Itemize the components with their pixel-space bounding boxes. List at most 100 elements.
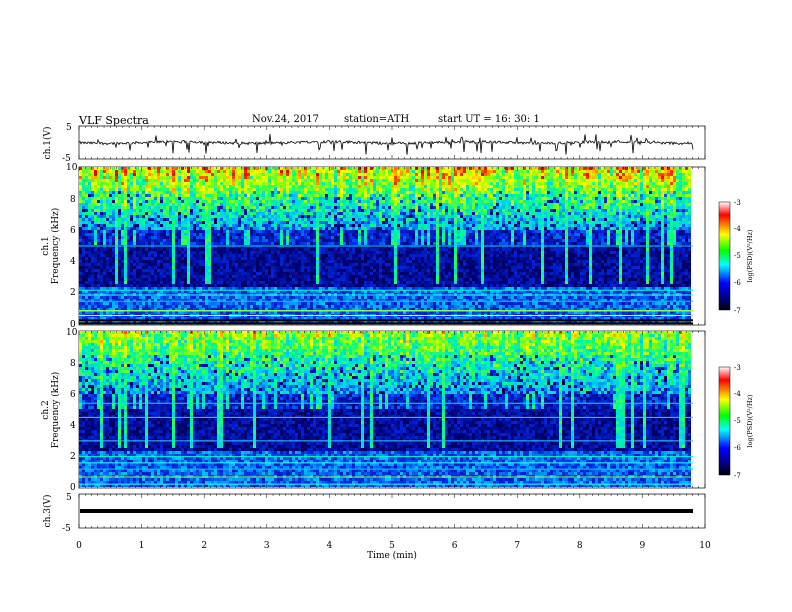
spectrogram-cell (352, 188, 355, 191)
spectrogram-cell (499, 194, 502, 197)
spectrogram-cell (610, 203, 613, 206)
spectrogram-cell (559, 212, 562, 215)
spectrogram-cell (619, 188, 622, 191)
spectrogram-cell (559, 227, 562, 230)
spectrogram-cell (148, 233, 151, 236)
spectrogram-cell (508, 173, 511, 176)
spectrogram-cell (304, 221, 307, 224)
spectrogram-cell (490, 167, 493, 170)
spectrogram-cell (196, 194, 199, 197)
spectrogram-cell (499, 230, 502, 233)
spectrogram-cell (544, 212, 547, 215)
spectrogram-cell (418, 197, 421, 200)
spectrogram-cell (535, 185, 538, 188)
spectrogram-cell (640, 167, 643, 170)
spectrogram-cell (376, 197, 379, 200)
spectrogram-cell (454, 212, 457, 215)
spectrogram-cell (430, 209, 433, 212)
spectrogram-cell (589, 218, 592, 221)
spectrogram-cell (646, 167, 649, 170)
spectrogram-cell (298, 188, 301, 191)
spectrogram-cell (511, 209, 514, 212)
spectrogram-cell (571, 206, 574, 209)
spectrogram-cell (145, 170, 148, 173)
spectrogram-cell (400, 176, 403, 179)
spectrogram-cell (505, 167, 508, 170)
spectrogram-cell (403, 230, 406, 233)
spectrogram-cell (283, 218, 286, 221)
spectrogram-cell (511, 176, 514, 179)
spectrogram-cell (115, 206, 118, 209)
spectrogram-cell (538, 215, 541, 218)
spectrogram-cell (115, 182, 118, 185)
spectrogram-cell (652, 182, 655, 185)
spectrogram-cell (85, 173, 88, 176)
spectrogram-cell (97, 188, 100, 191)
spectrogram-cell (505, 212, 508, 215)
spectrogram-cell (250, 212, 253, 215)
spectrogram-cell (346, 227, 349, 230)
spectrogram-cell (220, 206, 223, 209)
spectrogram-cell (457, 209, 460, 212)
spectrogram-cell (523, 194, 526, 197)
spectrogram-cell (295, 179, 298, 182)
spectrogram-cell (220, 224, 223, 227)
spectrogram-cell (475, 206, 478, 209)
spectrogram-cell (529, 176, 532, 179)
spectrogram-cell (664, 224, 667, 227)
spectrogram-cell (217, 206, 220, 209)
spectrogram-cell (286, 197, 289, 200)
spectrogram-cell (100, 209, 103, 212)
spectrogram-cell (619, 215, 622, 218)
spectrogram-cell (172, 182, 175, 185)
spectrogram-cell (676, 203, 679, 206)
spectrogram-cell (205, 194, 208, 197)
spectrogram-cell (205, 170, 208, 173)
spectrogram-cell (307, 194, 310, 197)
spectrogram-cell (499, 182, 502, 185)
spectrogram-cell (289, 191, 292, 194)
spectrogram-cell (298, 206, 301, 209)
spectrogram-cell (334, 191, 337, 194)
spectrogram-cell (187, 206, 190, 209)
spectrogram-cell (535, 176, 538, 179)
spectrogram-cell (187, 203, 190, 206)
spectrogram-cell (424, 215, 427, 218)
spectrogram-cell (514, 191, 517, 194)
spectrogram-cell (346, 233, 349, 236)
spectrogram-cell (541, 212, 544, 215)
spectrogram-cell (241, 233, 244, 236)
spectrogram-cell (661, 203, 664, 206)
spectrogram-cell (361, 218, 364, 221)
spectrogram-cell (436, 194, 439, 197)
spectrogram-cell (217, 167, 220, 170)
spectrogram-cell (622, 182, 625, 185)
spectrogram-cell (634, 233, 637, 236)
spectrogram-cell (136, 194, 139, 197)
spectrogram-cell (136, 215, 139, 218)
spectrogram-cell (223, 176, 226, 179)
spectrogram-cell (619, 167, 622, 170)
spectrogram-cell (607, 230, 610, 233)
spectrogram-cell (154, 218, 157, 221)
spectrogram-cell (385, 200, 388, 203)
spectrogram-cell (457, 236, 460, 239)
spectrogram-cell (427, 218, 430, 221)
spectrogram-cell (253, 230, 256, 233)
spectrogram-cell (124, 212, 127, 215)
spectrogram-cell (658, 194, 661, 197)
spectrogram-cell (379, 236, 382, 239)
spectrogram-cell (382, 230, 385, 233)
spectrogram-cell (604, 200, 607, 203)
spectrogram-cell (616, 173, 619, 176)
spectrogram-cell (352, 230, 355, 233)
spectrogram-cell (100, 230, 103, 233)
spectrogram-cell (247, 236, 250, 239)
spectrogram-cell (340, 218, 343, 221)
spectrogram-cell (208, 179, 211, 182)
spectrogram-cell (217, 218, 220, 221)
spectrogram-cell (586, 212, 589, 215)
spectrogram-cell (310, 236, 313, 239)
spectrogram-cell (382, 173, 385, 176)
spectrogram-cell (592, 224, 595, 227)
